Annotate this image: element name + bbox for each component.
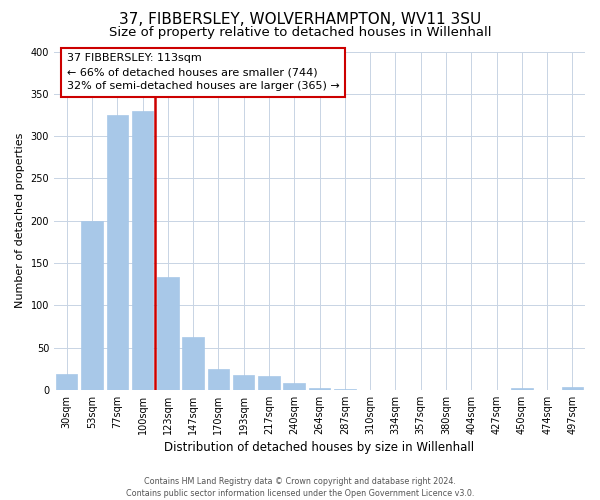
- Bar: [107, 115, 128, 390]
- Bar: [258, 376, 280, 390]
- Y-axis label: Number of detached properties: Number of detached properties: [15, 133, 25, 308]
- Bar: [208, 368, 229, 390]
- Bar: [182, 338, 204, 390]
- Text: 37 FIBBERSLEY: 113sqm
← 66% of detached houses are smaller (744)
32% of semi-det: 37 FIBBERSLEY: 113sqm ← 66% of detached …: [67, 53, 340, 91]
- Bar: [562, 388, 583, 390]
- Text: Size of property relative to detached houses in Willenhall: Size of property relative to detached ho…: [109, 26, 491, 39]
- Bar: [233, 376, 254, 390]
- Bar: [157, 278, 179, 390]
- X-axis label: Distribution of detached houses by size in Willenhall: Distribution of detached houses by size …: [164, 441, 475, 454]
- Bar: [309, 388, 330, 390]
- Bar: [56, 374, 77, 390]
- Bar: [81, 220, 103, 390]
- Text: 37, FIBBERSLEY, WOLVERHAMPTON, WV11 3SU: 37, FIBBERSLEY, WOLVERHAMPTON, WV11 3SU: [119, 12, 481, 28]
- Bar: [132, 110, 153, 390]
- Bar: [511, 388, 533, 390]
- Text: Contains HM Land Registry data © Crown copyright and database right 2024.
Contai: Contains HM Land Registry data © Crown c…: [126, 476, 474, 498]
- Bar: [334, 389, 356, 390]
- Bar: [283, 383, 305, 390]
